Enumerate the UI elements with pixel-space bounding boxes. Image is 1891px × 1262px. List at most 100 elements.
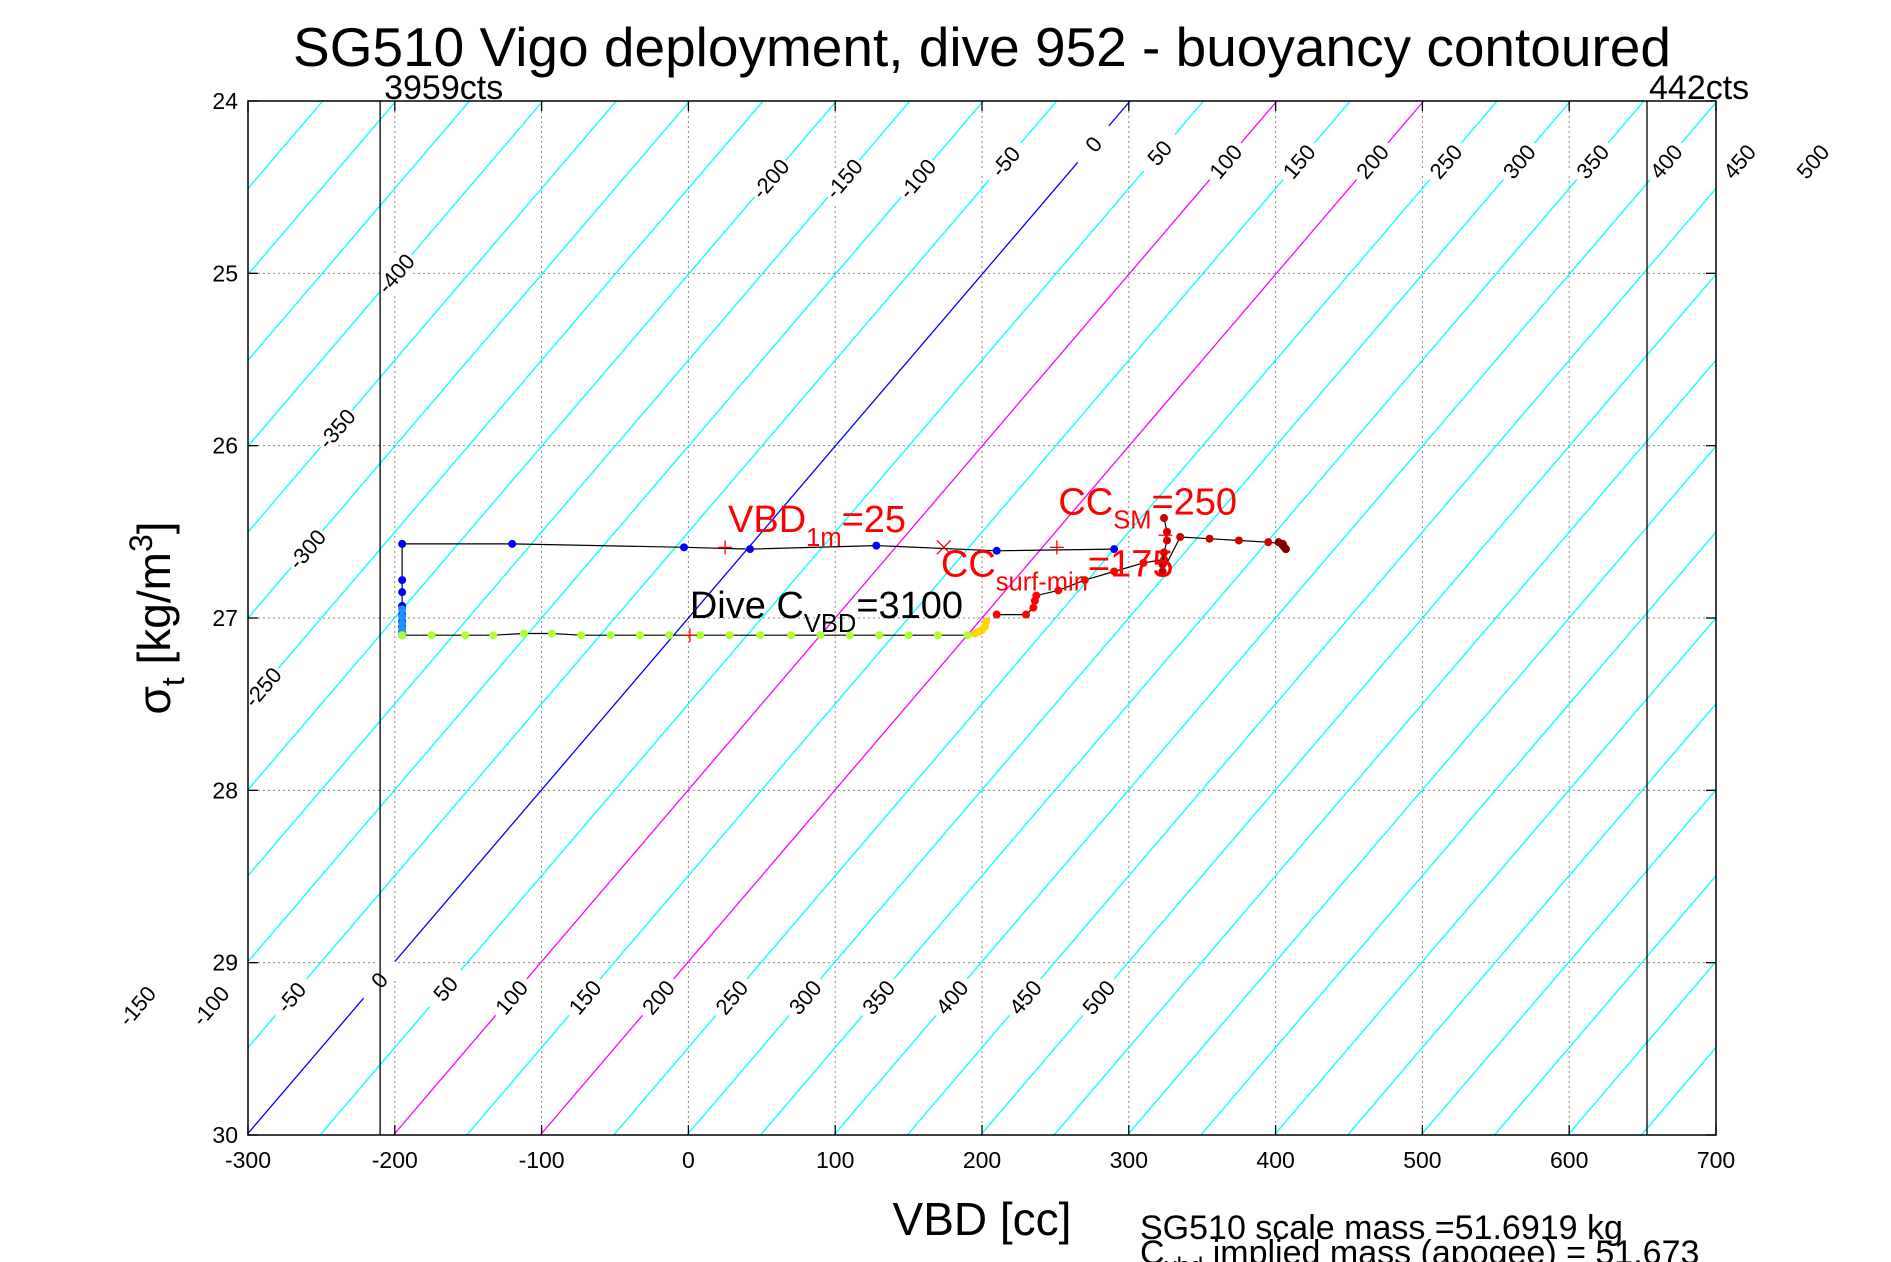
contour-label: -100 (187, 981, 235, 1031)
contour-line (1861, 101, 1891, 1135)
contour-label-bg (1567, 135, 1618, 188)
data-point (1110, 545, 1119, 554)
y-tick-label: 27 (212, 605, 238, 631)
footer-implied-sub: vbd (1165, 1253, 1204, 1262)
plus-marker (718, 540, 733, 555)
data-point (875, 631, 884, 640)
contour-label-bg (354, 953, 404, 1006)
contour-line (1788, 101, 1891, 1135)
vbd-1m-label-sub: 1m (806, 524, 841, 552)
x-tick-label: -100 (519, 1147, 565, 1173)
contour-label-bg (780, 971, 830, 1024)
buoyancy-contours (248, 101, 1891, 1135)
x-tick-label: 200 (963, 1147, 1001, 1173)
chart-title: SG510 Vigo deployment, dive 952 - buoyan… (293, 16, 1671, 78)
series-line (996, 558, 1165, 616)
data-point (746, 545, 755, 554)
y-axis-label-unit: [kg/m (128, 552, 180, 677)
cc-surfmin-label: CCsurf-min=175 (941, 544, 1174, 597)
contour-label: -300 (283, 525, 331, 575)
cc-sm-label: CCSM=250 (1058, 482, 1237, 535)
contour-line (539, 101, 1425, 1135)
data-point (1234, 536, 1243, 545)
data-point (904, 631, 913, 640)
data-point (398, 576, 407, 585)
footer-scale-mass: SG510 scale mass =51.6919 kg (1140, 1209, 1623, 1247)
contour-label-bg (1068, 118, 1119, 171)
contour-label-bg (706, 971, 757, 1024)
contour-label-bg (1200, 135, 1251, 188)
contour-line (248, 101, 984, 963)
vbd-1m-label: VBD1m=25 (728, 499, 906, 552)
y-tick-label: 28 (212, 777, 238, 803)
vbd-1m-label-value: =25 (842, 499, 906, 541)
data-point (1032, 591, 1041, 600)
contour-line (1126, 445, 1716, 1135)
x-marker (936, 539, 952, 555)
x-tick-label: -200 (372, 1147, 418, 1173)
data-point (725, 631, 734, 640)
contour-label-bg (112, 979, 162, 1032)
contour-label-bg (853, 971, 903, 1024)
plus-marker (682, 628, 697, 643)
contour-label-bg (237, 660, 288, 713)
y-axis-label-close: ] (128, 521, 180, 534)
contour-line (248, 101, 1058, 1049)
contour-label-bg (486, 971, 536, 1024)
cc-surfmin-label-sub: surf-min (996, 569, 1088, 597)
data-point (845, 631, 854, 640)
contour-label: -250 (239, 662, 287, 712)
footer-implied-tail: implied mass (apogee) = 51.673 (1203, 1234, 1699, 1262)
contour-label: -150 (113, 981, 161, 1031)
data-point (1022, 610, 1031, 619)
contour-label-bg (266, 971, 316, 1024)
contour-line (248, 101, 838, 791)
footer-implied-main: C (1140, 1234, 1165, 1262)
contour-line (1273, 616, 1716, 1135)
contour-label: -400 (372, 249, 420, 299)
data-point (508, 539, 517, 548)
contour-line (248, 101, 764, 705)
data-point (1205, 534, 1214, 543)
plus-marker (1049, 540, 1064, 555)
data-point (577, 631, 586, 640)
y-axis-label-sup: 3 (123, 534, 159, 552)
y-axis-label-symbol: σ (128, 686, 180, 714)
data-point (665, 631, 674, 640)
contour-label: -200 (747, 154, 795, 204)
contour-line (1200, 531, 1716, 1135)
contour-label-bg (282, 523, 332, 576)
data-point (982, 617, 991, 626)
contour-label-bg (892, 152, 942, 205)
data-point (872, 541, 881, 550)
contour-label-bg (1274, 135, 1324, 188)
contour-label: -100 (894, 154, 942, 204)
data-point (963, 631, 972, 640)
data-point (489, 631, 498, 640)
data-point (547, 629, 556, 638)
contour-line (613, 101, 1498, 1135)
contour-label-bg (185, 979, 236, 1032)
x-tick-label: 100 (816, 1147, 854, 1173)
contour-label-bg (1420, 135, 1471, 188)
data-point (398, 612, 407, 621)
contour-line (1053, 359, 1716, 1135)
data-point (398, 539, 407, 548)
contour-line (319, 101, 1205, 1135)
contour-line (466, 101, 1351, 1135)
data-point (1139, 558, 1148, 567)
contour-line (906, 187, 1716, 1135)
data-point (1176, 533, 1185, 542)
data-point (1160, 548, 1169, 557)
data-point (606, 631, 615, 640)
x-tick-label: 600 (1550, 1147, 1588, 1173)
contour-label-bg (926, 971, 977, 1024)
contour-label-bg (633, 971, 683, 1024)
data-series (398, 514, 1290, 640)
vbd-1m-label-main: VBD (728, 499, 806, 541)
contour-label-bg (745, 152, 795, 205)
contour-line (248, 101, 617, 534)
contour-line (1493, 874, 1716, 1135)
axis-ticks: -300 -200 -100 0 100 200 300 400 500 600 700 24 25 26… (212, 88, 1735, 1173)
